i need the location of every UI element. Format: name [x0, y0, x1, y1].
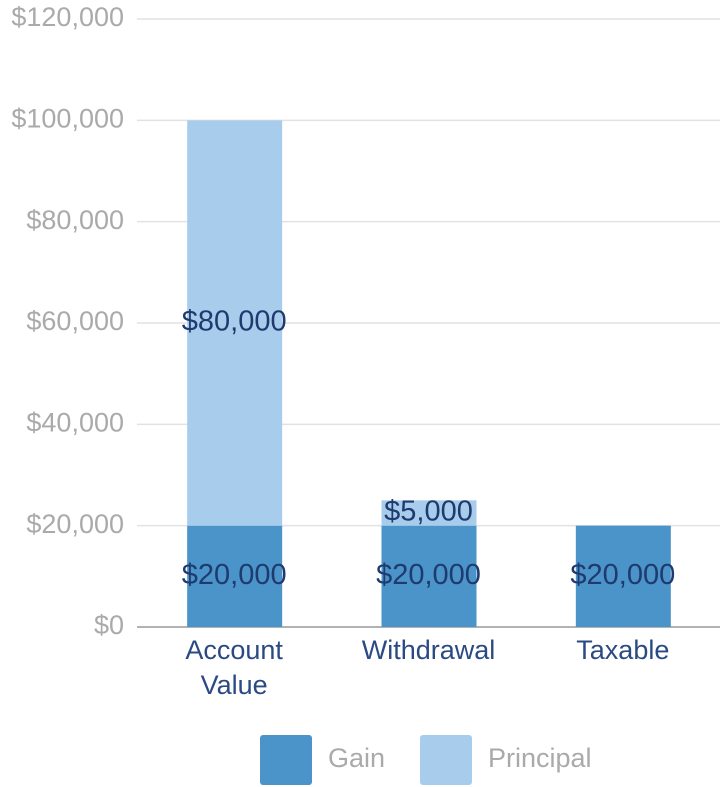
- value-label: $20,000: [182, 559, 287, 591]
- y-tick-label: $100,000: [11, 103, 124, 133]
- legend-swatch: [260, 735, 312, 785]
- x-tick-label: Taxable: [576, 635, 670, 665]
- y-tick-label: $60,000: [26, 306, 124, 336]
- y-tick-label: $40,000: [26, 407, 124, 437]
- y-tick-label: $120,000: [11, 2, 124, 32]
- value-label: $20,000: [570, 559, 675, 591]
- legend-label: Gain: [328, 743, 385, 773]
- value-label: $20,000: [376, 559, 481, 591]
- y-tick-label: $20,000: [26, 509, 124, 539]
- bar-segment: [575, 525, 671, 627]
- legend-label: Principal: [488, 743, 592, 773]
- bar-segment: [187, 525, 283, 627]
- legend-swatch: [420, 735, 472, 785]
- value-label: $80,000: [182, 306, 287, 338]
- value-label: $5,000: [384, 496, 473, 528]
- bar-segment: [381, 525, 477, 627]
- x-tick-label: Account Value: [185, 635, 283, 700]
- y-tick-label: $80,000: [26, 205, 124, 235]
- x-tick-label: Withdrawal: [361, 635, 496, 665]
- bar-segment: [381, 500, 477, 526]
- y-tick-label: $0: [94, 610, 124, 640]
- bar-segment: [187, 120, 283, 526]
